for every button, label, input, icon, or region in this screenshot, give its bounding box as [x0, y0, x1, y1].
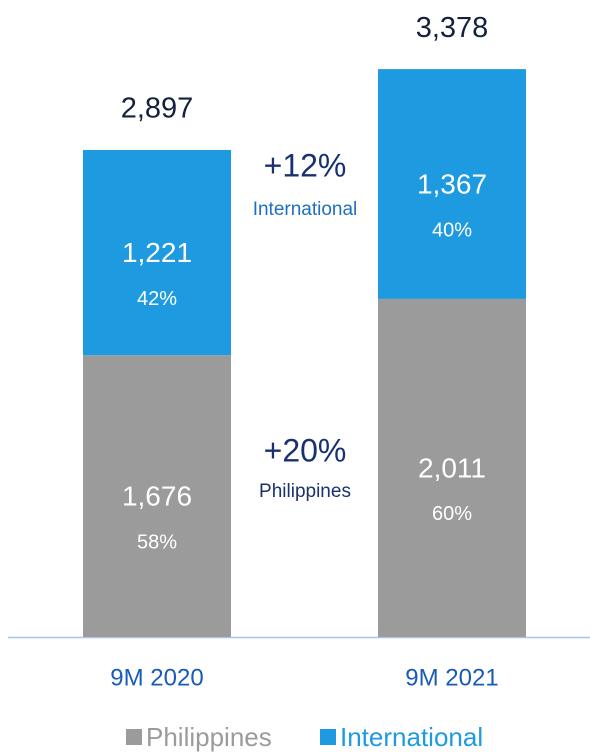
x-tick-label: 9M 2020: [110, 664, 203, 691]
x-tick-label: 9M 2021: [405, 664, 498, 691]
value-label: 2,011: [418, 452, 486, 483]
annotation-change: +20%: [264, 432, 347, 468]
legend-label: Philippines: [146, 722, 272, 752]
value-label: 1,221: [122, 237, 192, 268]
annotation-change: +12%: [264, 147, 347, 183]
legend-swatch: [126, 729, 142, 745]
value-label: 1,367: [417, 168, 487, 199]
bar-segment: [378, 298, 526, 637]
total-label: 3,378: [416, 12, 489, 44]
bar-segment: [83, 149, 231, 356]
percent-label: 60%: [432, 503, 472, 525]
legend-label: International: [340, 722, 483, 752]
annotation-label: International: [253, 199, 358, 220]
percent-label: 58%: [137, 531, 177, 553]
bar-segment: [83, 355, 231, 637]
bar-segment: [378, 69, 526, 299]
percent-label: 42%: [137, 288, 177, 310]
value-label: 1,676: [122, 481, 192, 512]
legend-swatch: [320, 729, 336, 745]
total-label: 2,897: [121, 93, 194, 125]
percent-label: 40%: [432, 219, 472, 241]
annotation-label: Philippines: [259, 481, 351, 502]
